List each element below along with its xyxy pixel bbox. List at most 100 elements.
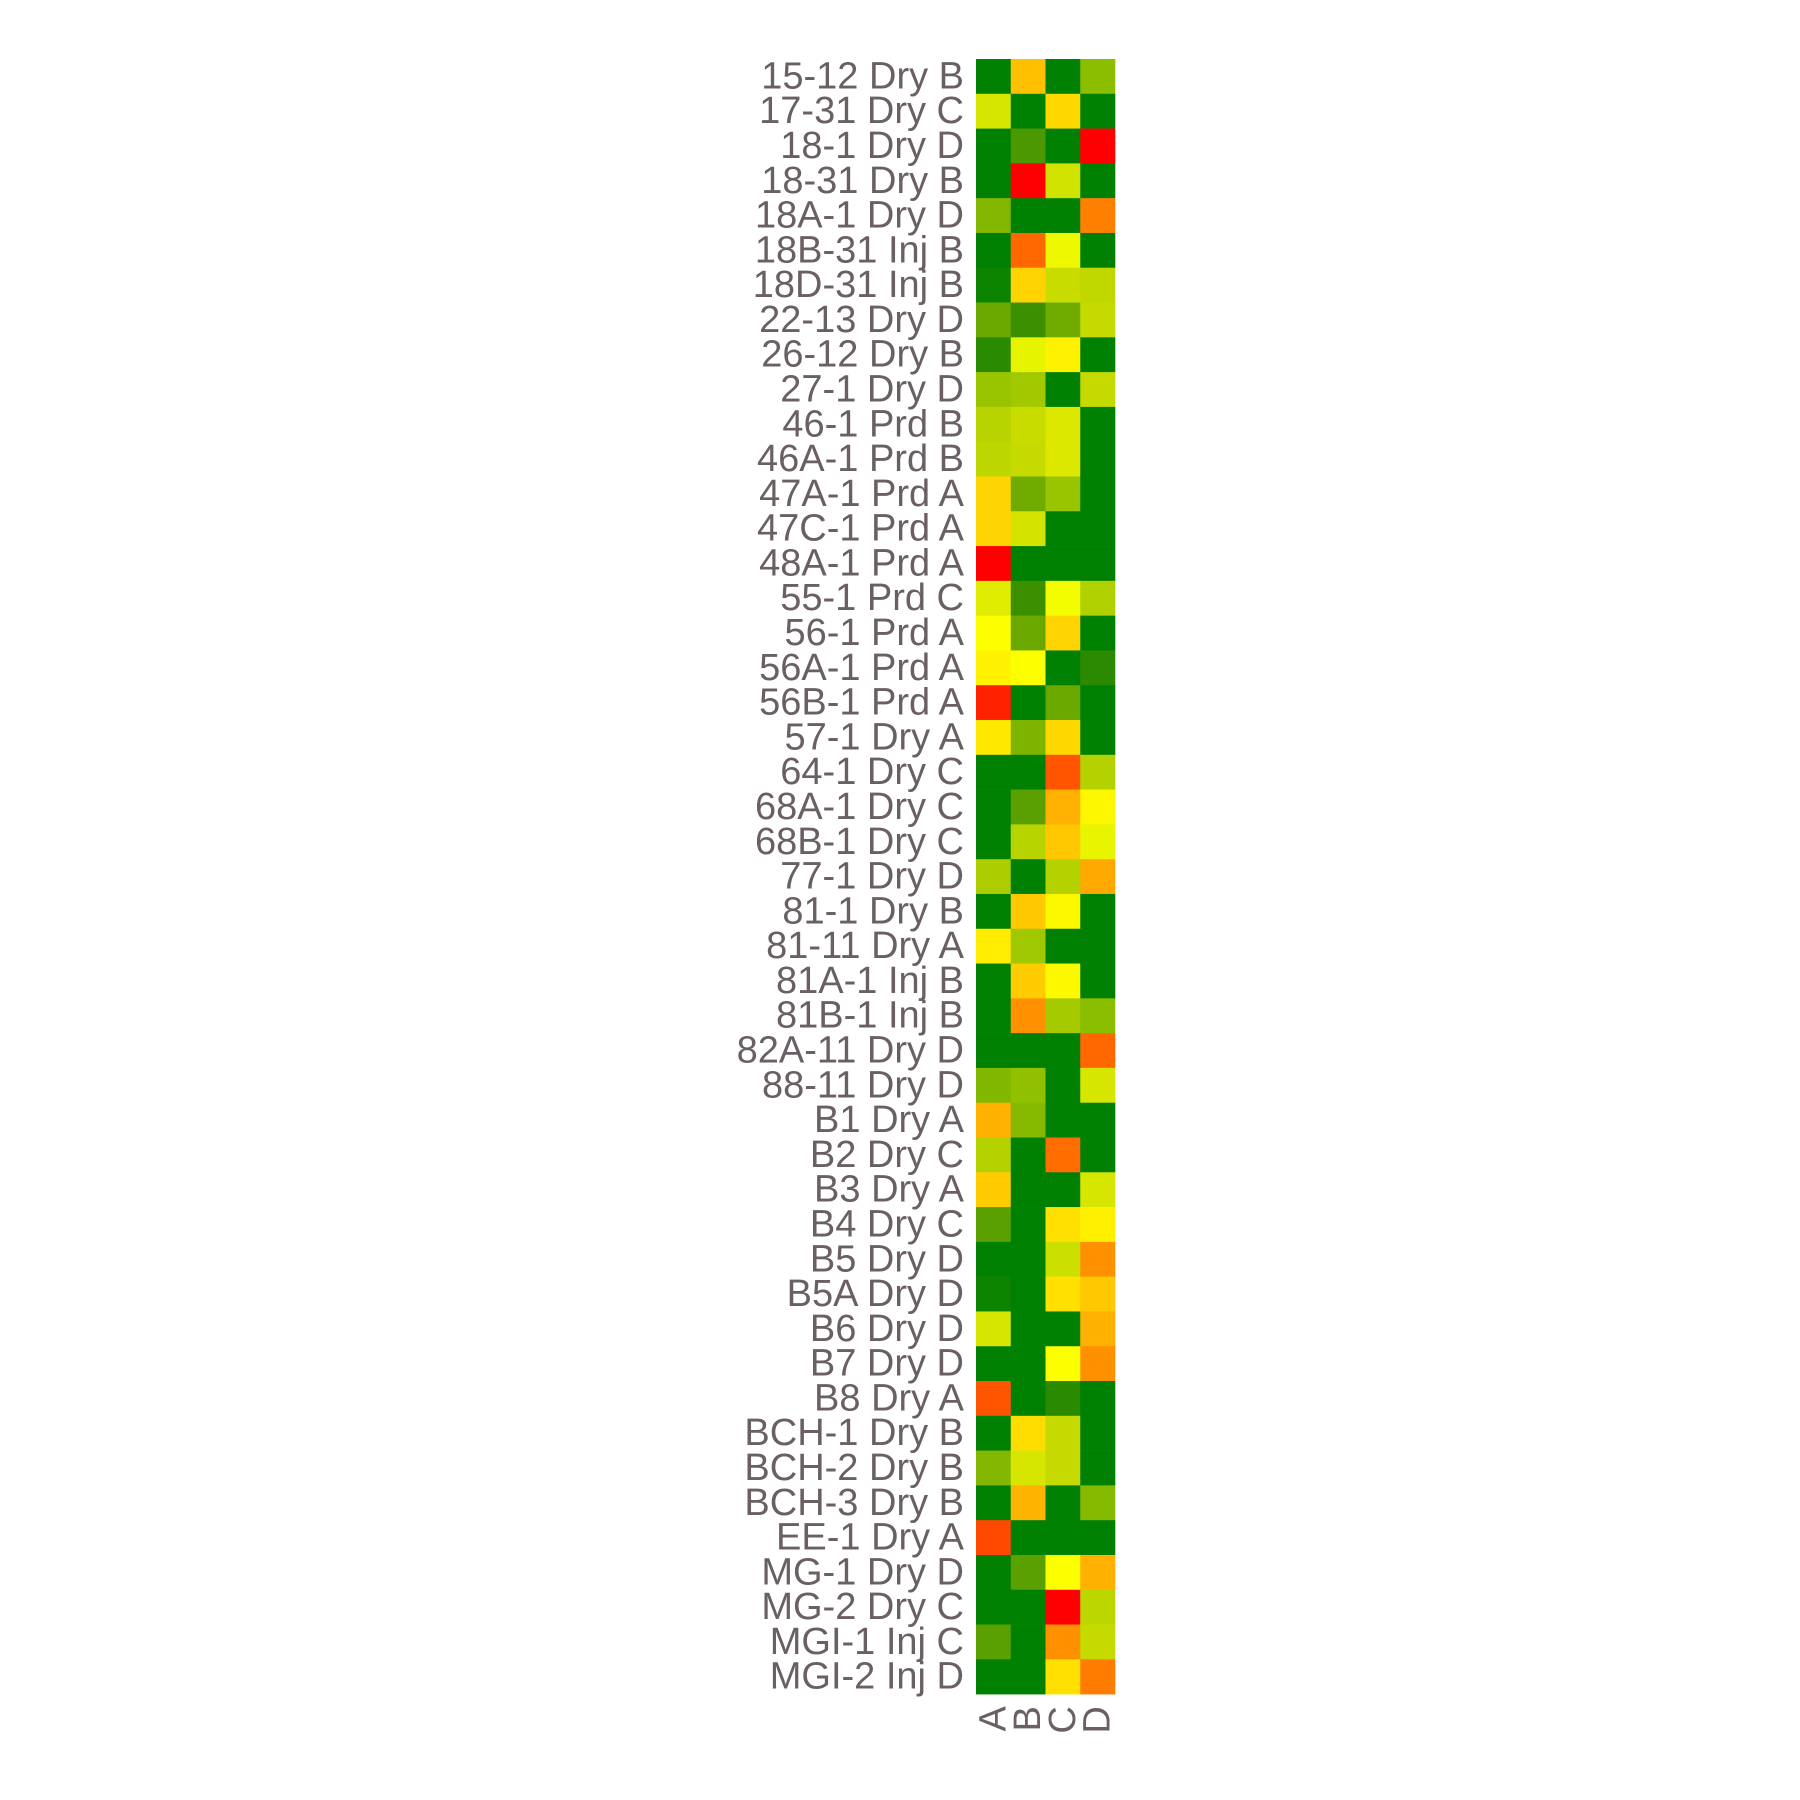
heatmap-cell <box>1045 789 1081 825</box>
heatmap-cell <box>1010 267 1046 303</box>
column-label: D <box>1077 1706 1119 1733</box>
heatmap-cell <box>1010 824 1046 860</box>
heatmap-cell <box>1080 337 1116 373</box>
row-label: 81B-1 Inj B <box>776 995 964 1037</box>
heatmap-cell <box>1080 1415 1116 1451</box>
heatmap-cell <box>1010 1624 1046 1660</box>
row-label: 26-12 Dry B <box>761 334 964 376</box>
heatmap-cell <box>1010 650 1046 686</box>
heatmap-cell <box>1010 685 1046 721</box>
heatmap-cell <box>1080 1381 1116 1417</box>
heatmap-cell <box>1045 337 1081 373</box>
heatmap-cell <box>1080 476 1116 512</box>
row-label: 57-1 Dry A <box>784 716 964 758</box>
heatmap-cell <box>1045 1659 1081 1695</box>
heatmap-cell <box>1080 650 1116 686</box>
row-label: 18B-31 Inj B <box>755 229 964 271</box>
heatmap-cell <box>1010 337 1046 373</box>
row-label: 81-1 Dry B <box>782 890 964 932</box>
heatmap-cell <box>1010 1067 1046 1103</box>
heatmap-cell <box>1045 580 1081 616</box>
heatmap-cells <box>976 59 1116 1695</box>
heatmap-cell <box>1045 1172 1081 1208</box>
row-label: BCH-3 Dry B <box>744 1482 964 1524</box>
row-label: 55-1 Prd C <box>780 577 964 619</box>
heatmap-cell <box>976 1207 1012 1243</box>
heatmap-cell <box>1045 1554 1081 1591</box>
row-label: MGI-2 Inj D <box>770 1656 964 1698</box>
row-label: MGI-1 Inj C <box>770 1621 964 1663</box>
heatmap-cell <box>1010 615 1046 651</box>
heatmap-cell <box>1045 928 1081 964</box>
heatmap-cell <box>976 998 1012 1034</box>
heatmap-cell <box>1045 685 1081 721</box>
heatmap-cell <box>976 59 1012 95</box>
heatmap-cell <box>1045 1450 1081 1486</box>
heatmap-cell <box>1010 928 1046 964</box>
row-label: 56A-1 Prd A <box>759 647 965 689</box>
heatmap-cell <box>1045 1207 1081 1243</box>
heatmap-cell <box>1010 1311 1046 1347</box>
heatmap-cell <box>976 441 1012 477</box>
heatmap-cell <box>1010 1102 1046 1138</box>
heatmap-cell <box>1045 720 1081 756</box>
row-label: 48A-1 Prd A <box>759 542 965 584</box>
row-label: 68A-1 Dry C <box>755 786 964 828</box>
heatmap-cell <box>1010 93 1046 129</box>
heatmap-cell <box>1045 1102 1081 1138</box>
heatmap-cell <box>1010 372 1046 408</box>
heatmap-cell <box>976 511 1012 547</box>
row-label: 27-1 Dry D <box>780 369 964 411</box>
heatmap-cell <box>976 267 1012 303</box>
row-label: 15-12 Dry B <box>761 55 964 97</box>
heatmap-cell <box>976 302 1012 338</box>
heatmap-cell <box>976 372 1012 408</box>
heatmap-cell <box>1010 1241 1046 1277</box>
heatmap-cell <box>1080 789 1116 825</box>
heatmap-cell <box>1010 1207 1046 1243</box>
heatmap-cell <box>1080 963 1116 999</box>
heatmap-cell <box>1045 1624 1081 1660</box>
heatmap-cell <box>976 754 1012 790</box>
row-label: 68B-1 Dry C <box>755 821 964 863</box>
heatmap-cell <box>976 1624 1012 1660</box>
column-label: A <box>972 1705 1014 1731</box>
heatmap-cell <box>1045 998 1081 1034</box>
heatmap-cell <box>976 1485 1012 1521</box>
heatmap-cell <box>1080 1067 1116 1103</box>
heatmap-cell <box>1045 1520 1081 1556</box>
heatmap-cell <box>1080 1137 1116 1173</box>
heatmap-cell <box>1080 511 1116 547</box>
heatmap-cell <box>1045 754 1081 790</box>
heatmap-cell <box>1010 476 1046 512</box>
heatmap-cell <box>1045 163 1081 199</box>
heatmap-cell <box>1010 1415 1046 1451</box>
heatmap-cell <box>1045 1346 1081 1382</box>
heatmap-cell <box>976 1311 1012 1347</box>
row-label: 18A-1 Dry D <box>755 195 964 237</box>
heatmap-cell <box>1010 302 1046 338</box>
row-label: 46A-1 Prd B <box>757 438 964 480</box>
row-label: 77-1 Dry D <box>780 856 964 898</box>
heatmap-cell <box>1045 546 1081 582</box>
heatmap-cell <box>1045 859 1081 895</box>
row-label: B7 Dry D <box>810 1343 964 1385</box>
heatmap-cell <box>1010 1554 1046 1591</box>
heatmap-cell <box>1080 232 1116 269</box>
heatmap-cell <box>1080 824 1116 860</box>
heatmap-cell <box>976 163 1012 199</box>
row-label: 56-1 Prd A <box>784 612 964 654</box>
heatmap-cell <box>1010 1485 1046 1521</box>
row-label: 64-1 Dry C <box>780 751 964 793</box>
heatmap-cell <box>1080 1102 1116 1138</box>
heatmap-cell <box>976 580 1012 616</box>
row-label: 18D-31 Inj B <box>753 264 964 306</box>
heatmap-cell <box>1080 615 1116 651</box>
heatmap-cell <box>1010 1381 1046 1417</box>
row-label: 81-11 Dry A <box>766 925 964 967</box>
row-label: 88-11 Dry D <box>762 1064 964 1106</box>
heatmap-cell <box>976 685 1012 721</box>
heatmap-cell <box>1080 1485 1116 1521</box>
heatmap-cell <box>1080 302 1116 338</box>
